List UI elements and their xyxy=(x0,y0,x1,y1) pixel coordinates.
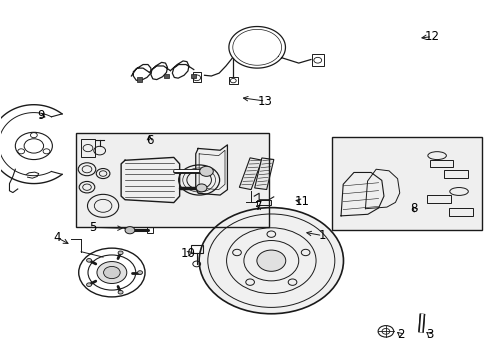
Bar xyxy=(254,158,273,189)
Text: 13: 13 xyxy=(258,95,272,108)
Text: 8: 8 xyxy=(409,202,417,215)
Circle shape xyxy=(256,250,285,271)
Circle shape xyxy=(199,166,213,176)
Circle shape xyxy=(125,226,135,234)
Bar xyxy=(331,137,482,230)
Text: 4: 4 xyxy=(53,231,61,244)
Text: 5: 5 xyxy=(88,221,96,234)
Bar xyxy=(76,134,268,226)
Text: 12: 12 xyxy=(424,30,439,43)
Text: 3: 3 xyxy=(425,328,432,341)
Bar xyxy=(228,77,237,84)
Text: 9: 9 xyxy=(37,109,44,122)
Circle shape xyxy=(199,208,343,314)
Text: 10: 10 xyxy=(181,247,196,260)
Bar xyxy=(190,245,203,253)
Bar xyxy=(81,139,95,157)
Text: 1: 1 xyxy=(318,229,325,242)
Circle shape xyxy=(86,258,91,262)
Bar xyxy=(147,227,153,233)
Bar xyxy=(331,137,482,230)
Bar xyxy=(137,77,142,82)
Bar xyxy=(311,54,324,66)
Text: 6: 6 xyxy=(145,134,153,147)
Bar xyxy=(76,134,268,226)
Bar xyxy=(191,74,196,78)
Circle shape xyxy=(118,251,123,255)
Text: 2: 2 xyxy=(396,328,404,341)
Bar xyxy=(429,159,452,167)
Text: 7: 7 xyxy=(255,201,263,213)
Bar xyxy=(192,72,200,82)
Bar xyxy=(427,195,450,203)
Circle shape xyxy=(86,283,91,287)
Bar xyxy=(256,200,271,205)
Bar xyxy=(448,208,472,216)
Circle shape xyxy=(118,291,123,294)
Bar xyxy=(239,158,261,190)
Circle shape xyxy=(196,184,206,192)
Text: 11: 11 xyxy=(294,195,309,208)
Bar xyxy=(444,170,467,178)
Circle shape xyxy=(97,262,126,283)
Bar xyxy=(163,74,168,78)
Circle shape xyxy=(103,266,120,279)
Circle shape xyxy=(137,271,142,274)
